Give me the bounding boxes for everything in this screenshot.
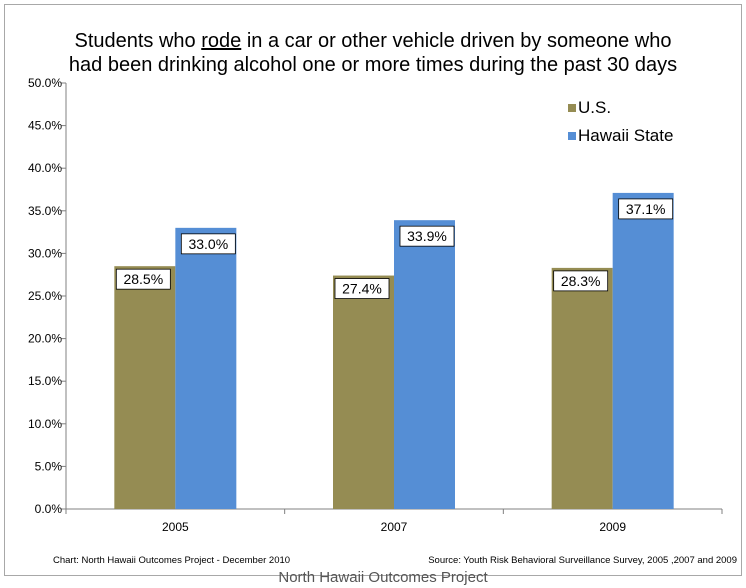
y-tick-label: 40.0% [28,161,62,175]
bar-us [114,266,176,509]
data-label: 28.3% [561,273,601,289]
bar-hawaii [612,192,674,509]
y-tick-label: 45.0% [28,119,62,133]
data-label: 37.1% [626,201,666,217]
y-tick-label: 20.0% [28,332,62,346]
data-label-box [618,198,674,220]
project-name: North Hawaii Outcomes Project [278,569,488,586]
x-tick-label: 2009 [599,520,626,534]
chart-source: Source: Youth Risk Behavioral Surveillan… [428,555,737,566]
y-tick-label: 5.0% [35,459,63,473]
chart-credit: Chart: North Hawaii Outcomes Project - D… [53,555,291,566]
y-tick-label: 0.0% [35,502,63,516]
legend-label: Hawaii State [578,126,673,145]
bar-hawaii [394,220,455,509]
y-tick-label: 25.0% [28,289,62,303]
bar-us [551,267,613,509]
chart-title-line-2: had been drinking alcohol one or more ti… [68,54,678,76]
x-tick-label: 2005 [162,520,189,534]
data-label: 27.4% [342,281,382,297]
data-label-box [399,225,455,247]
chart-title-line-1: Students who rode in a car or other vehi… [74,30,672,52]
y-tick-label: 10.0% [28,417,62,431]
data-label-box [115,268,171,290]
legend-swatch-hawaii [568,132,576,140]
y-tick-label: 50.0% [28,76,62,90]
data-label: 28.5% [123,271,163,287]
y-tick-label: 35.0% [28,204,62,218]
legend-swatch-us [568,104,576,112]
data-label-box [334,278,390,299]
y-tick-label: 15.0% [28,374,62,388]
data-label-box [180,233,236,255]
data-label: 33.9% [407,228,447,244]
data-label-box [553,270,609,292]
bar-hawaii [175,227,237,509]
y-tick-label: 30.0% [28,246,62,260]
x-tick-label: 2007 [381,520,408,534]
bar-us [333,275,394,509]
legend-label: U.S. [578,98,611,117]
data-label: 33.0% [188,236,228,252]
